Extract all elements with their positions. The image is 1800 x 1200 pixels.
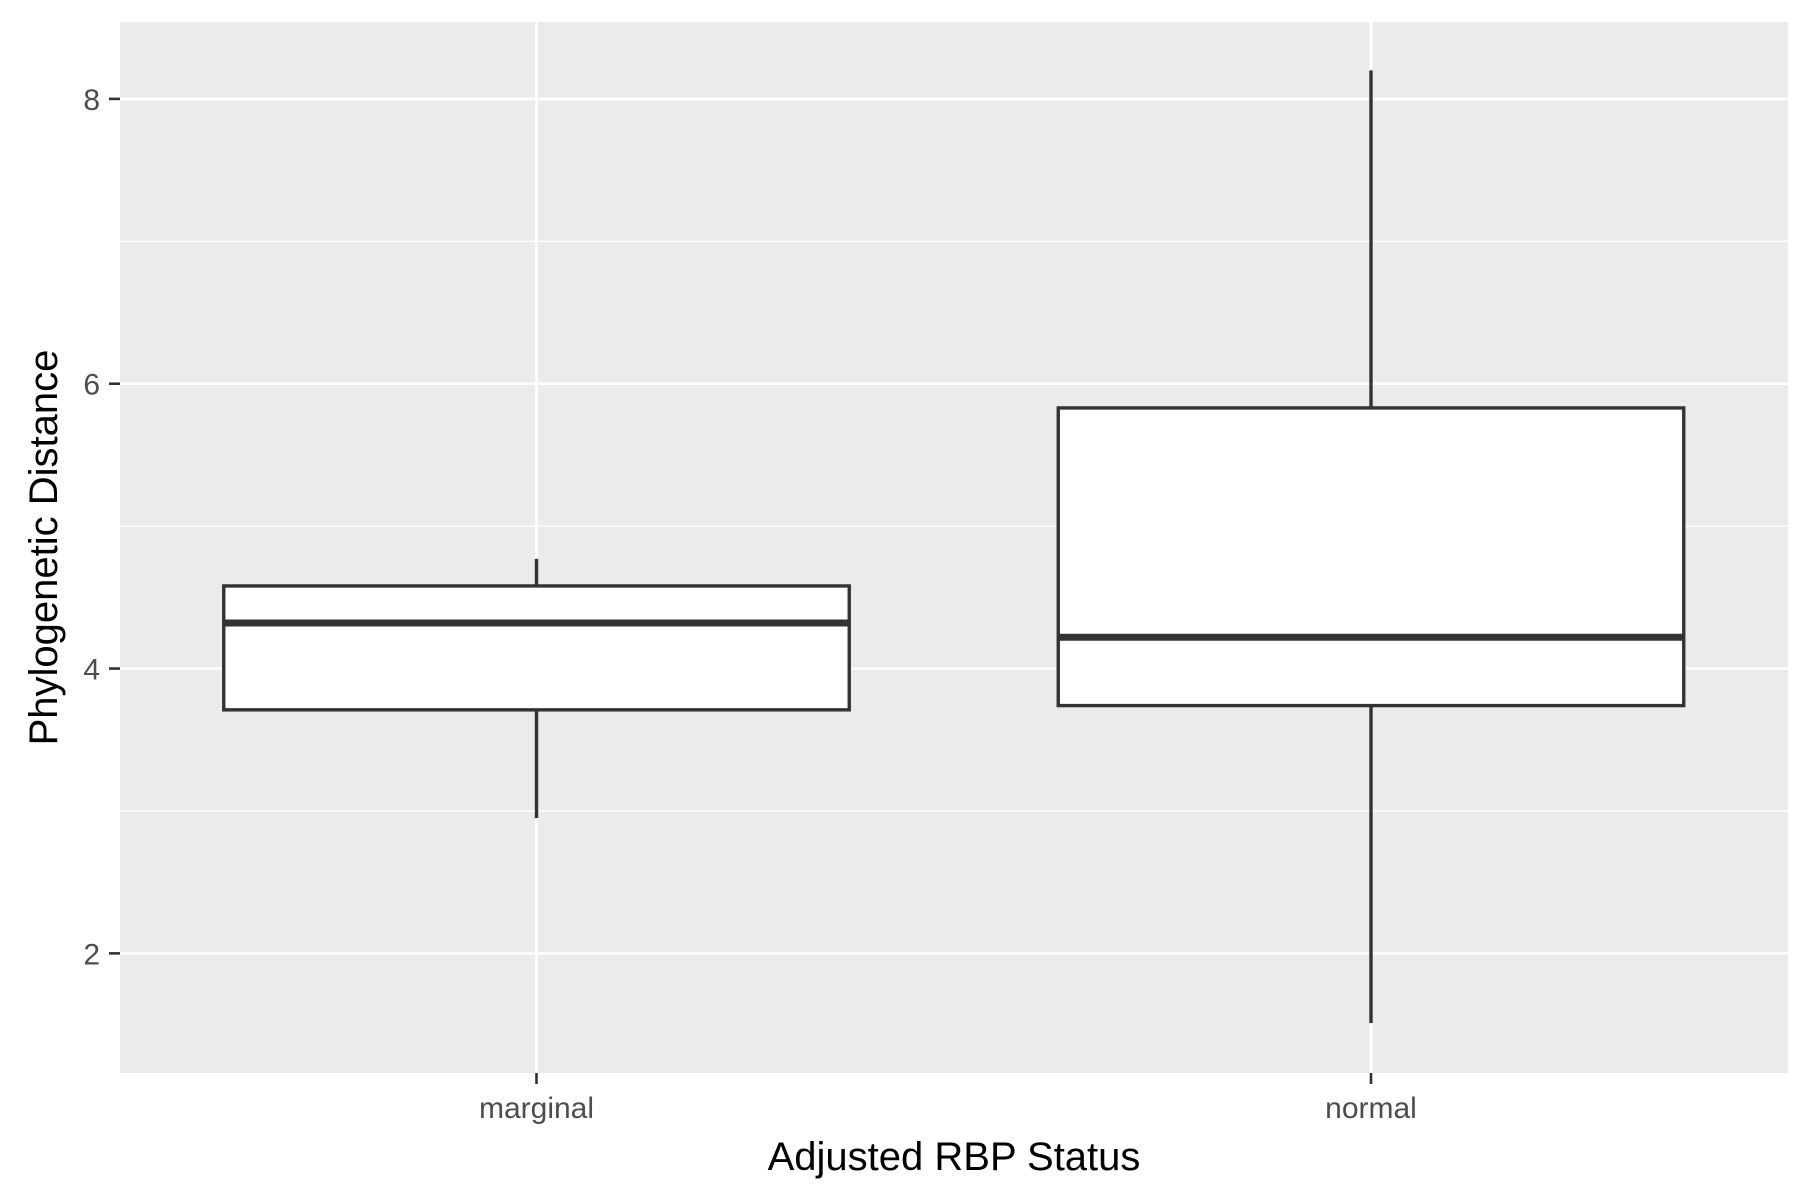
box-iqr bbox=[222, 584, 851, 712]
y-tick-label: 8 bbox=[83, 84, 100, 117]
boxes bbox=[222, 70, 1686, 1024]
x-tick-label: marginal bbox=[479, 1092, 594, 1125]
y-tick-label: 2 bbox=[83, 938, 100, 971]
box-marginal bbox=[222, 558, 851, 819]
axes: 2 4 6 8 marginal normal bbox=[83, 84, 1417, 1125]
box-normal bbox=[1056, 70, 1686, 1024]
x-tick-label: normal bbox=[1325, 1092, 1417, 1125]
y-tick-label: 6 bbox=[83, 369, 100, 402]
y-tick-label: 4 bbox=[83, 654, 100, 687]
box-iqr bbox=[1056, 406, 1686, 708]
y-axis-title: Phylogenetic Distance bbox=[22, 350, 66, 746]
x-axis-title: Adjusted RBP Status bbox=[768, 1135, 1141, 1179]
